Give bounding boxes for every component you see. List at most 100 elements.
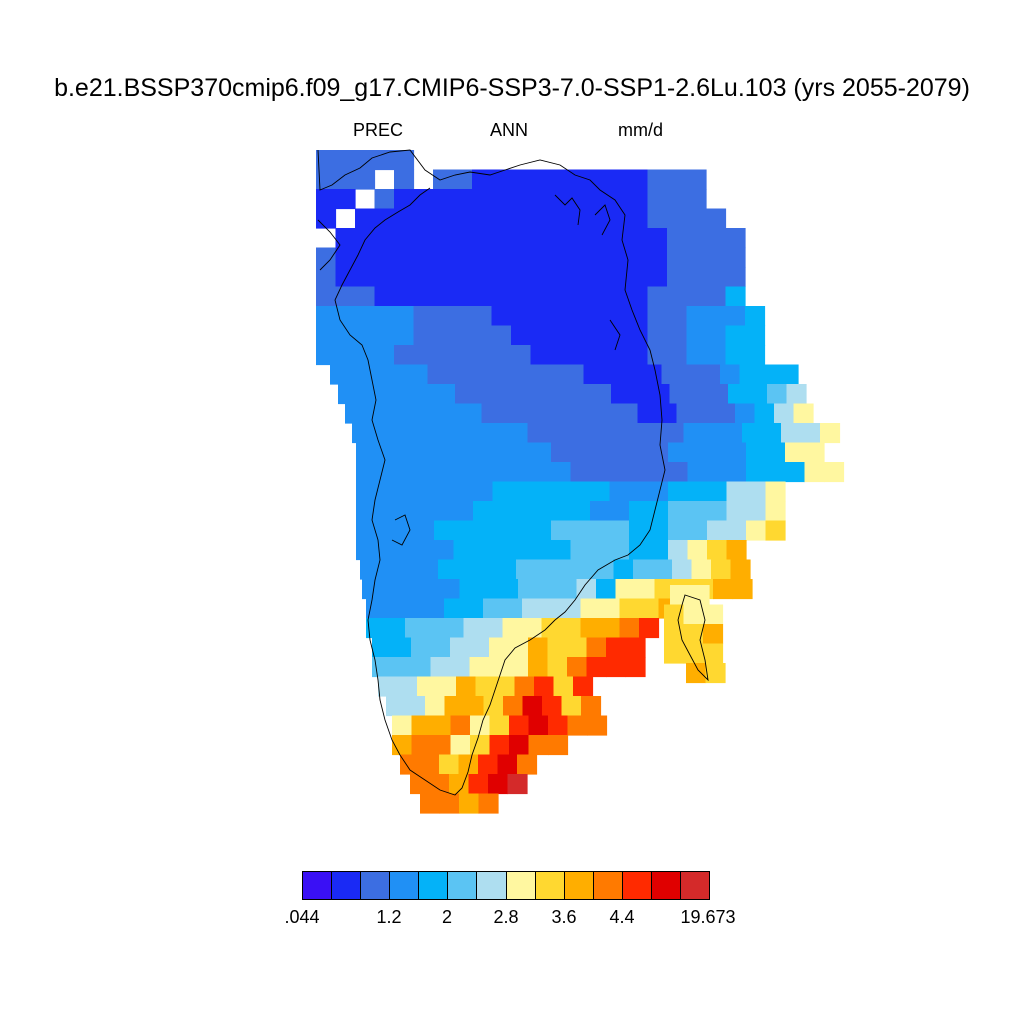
grid-cell (667, 208, 688, 229)
grid-cell (450, 657, 471, 678)
grid-cell (531, 462, 552, 483)
grid-cell (590, 520, 611, 541)
grid-cell (726, 442, 747, 463)
grid-cell (725, 345, 746, 366)
grid-cell (449, 774, 470, 795)
grid-cell (316, 306, 337, 327)
grid-cell (667, 345, 688, 366)
grid-cell (450, 637, 471, 658)
grid-cell (430, 423, 451, 444)
grid-cell (786, 384, 807, 405)
grid-cell (726, 462, 747, 483)
grid-cell (686, 286, 707, 307)
grid-cell (438, 559, 459, 580)
grid-cell (530, 169, 551, 190)
grid-cell (707, 442, 728, 463)
grid-cell (570, 540, 591, 561)
grid-cell (703, 643, 724, 664)
grid-cell (430, 637, 451, 658)
grid-cell (511, 208, 532, 229)
grid-cell (472, 345, 493, 366)
grid-cell (703, 604, 724, 625)
grid-cell (473, 442, 494, 463)
grid-cell (411, 735, 432, 756)
grid-cell (644, 423, 665, 444)
grid-cell (687, 442, 708, 463)
grid-cell (470, 715, 491, 736)
grid-cell (720, 364, 741, 385)
grid-cell (726, 481, 747, 502)
grid-cell (335, 169, 356, 190)
grid-cell (474, 384, 495, 405)
colorbar-swatch (477, 872, 507, 899)
grid-cell (427, 364, 448, 385)
grid-cell (316, 150, 337, 171)
grid-cell (450, 715, 471, 736)
grid-cell (706, 208, 727, 229)
grid-cell (574, 559, 595, 580)
grid-cell (746, 462, 767, 483)
grid-cell (436, 676, 457, 697)
grid-cell (785, 442, 806, 463)
grid-cell (492, 501, 513, 522)
grid-cell (725, 267, 746, 288)
grid-cell (459, 793, 480, 814)
grid-cell (420, 793, 441, 814)
grid-cell (728, 384, 749, 405)
grid-cell (667, 286, 688, 307)
grid-cell (442, 403, 463, 424)
grid-cell (335, 306, 356, 327)
colorbar-swatch (651, 872, 682, 899)
grid-cell (608, 189, 629, 210)
grid-cell (589, 228, 610, 249)
grid-cell (400, 754, 421, 775)
grid-cell (502, 618, 523, 639)
grid-cell (530, 228, 551, 249)
grid-cell (512, 442, 533, 463)
grid-cell (687, 481, 708, 502)
grid-cell (551, 442, 572, 463)
grid-cell (580, 598, 601, 619)
grid-cell (414, 462, 435, 483)
grid-cell (316, 189, 337, 210)
colorbar-swatch (564, 872, 594, 899)
grid-cell (366, 618, 387, 639)
grid-cell (668, 540, 689, 561)
grid-cell (357, 384, 378, 405)
grid-cell (567, 637, 588, 658)
grid-cell (637, 403, 658, 424)
grid-cell (508, 657, 529, 678)
grid-cell (537, 579, 558, 600)
grid-cell (535, 559, 556, 580)
grid-cell (434, 481, 455, 502)
grid-cell (609, 520, 630, 541)
grid-cell (745, 325, 766, 346)
grid-cell (686, 663, 707, 684)
grid-cell (433, 267, 454, 288)
grid-cell (395, 481, 416, 502)
grid-cell (335, 267, 356, 288)
grid-cell (507, 774, 528, 795)
grid-cell (355, 169, 376, 190)
grid-cell (413, 286, 434, 307)
grid-cell (388, 364, 409, 385)
grid-cell (511, 169, 532, 190)
grid-cell (647, 267, 668, 288)
colorbar-swatch (448, 872, 478, 899)
grid-cell (706, 306, 727, 327)
grid-cell (551, 481, 572, 502)
grid-cell (625, 637, 646, 658)
colorbar-tick-label: 3.6 (551, 907, 577, 927)
grid-cell (430, 657, 451, 678)
grid-cell (667, 267, 688, 288)
grid-cell (628, 267, 649, 288)
grid-cell (355, 247, 376, 268)
colorbar-swatch (390, 872, 420, 899)
grid-cell (466, 364, 487, 385)
grid-cell (667, 247, 688, 268)
grid-cell (413, 247, 434, 268)
grid-cell (550, 208, 571, 229)
grid-cell (453, 481, 474, 502)
grid-cell (439, 754, 460, 775)
